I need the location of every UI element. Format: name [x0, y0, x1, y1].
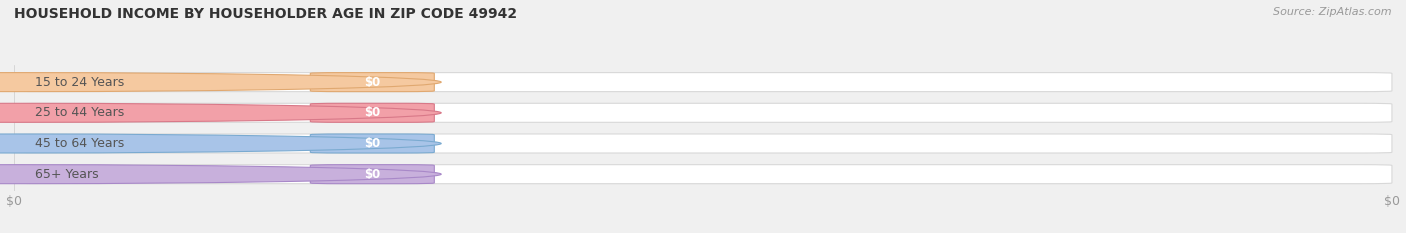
Circle shape [0, 73, 441, 92]
FancyBboxPatch shape [311, 73, 434, 92]
FancyBboxPatch shape [311, 103, 434, 122]
Text: $0: $0 [364, 76, 381, 89]
Text: $0: $0 [364, 106, 381, 119]
FancyBboxPatch shape [14, 165, 1392, 184]
FancyBboxPatch shape [14, 134, 1392, 153]
FancyBboxPatch shape [14, 103, 1392, 122]
Circle shape [0, 103, 441, 122]
FancyBboxPatch shape [311, 165, 434, 184]
FancyBboxPatch shape [311, 134, 434, 153]
Text: Source: ZipAtlas.com: Source: ZipAtlas.com [1274, 7, 1392, 17]
Text: 15 to 24 Years: 15 to 24 Years [35, 76, 124, 89]
Text: 25 to 44 Years: 25 to 44 Years [35, 106, 124, 119]
Circle shape [0, 134, 441, 153]
Text: HOUSEHOLD INCOME BY HOUSEHOLDER AGE IN ZIP CODE 49942: HOUSEHOLD INCOME BY HOUSEHOLDER AGE IN Z… [14, 7, 517, 21]
Text: $0: $0 [364, 137, 381, 150]
Text: $0: $0 [364, 168, 381, 181]
Circle shape [0, 165, 441, 184]
FancyBboxPatch shape [14, 73, 1392, 92]
Text: 65+ Years: 65+ Years [35, 168, 98, 181]
Text: 45 to 64 Years: 45 to 64 Years [35, 137, 124, 150]
